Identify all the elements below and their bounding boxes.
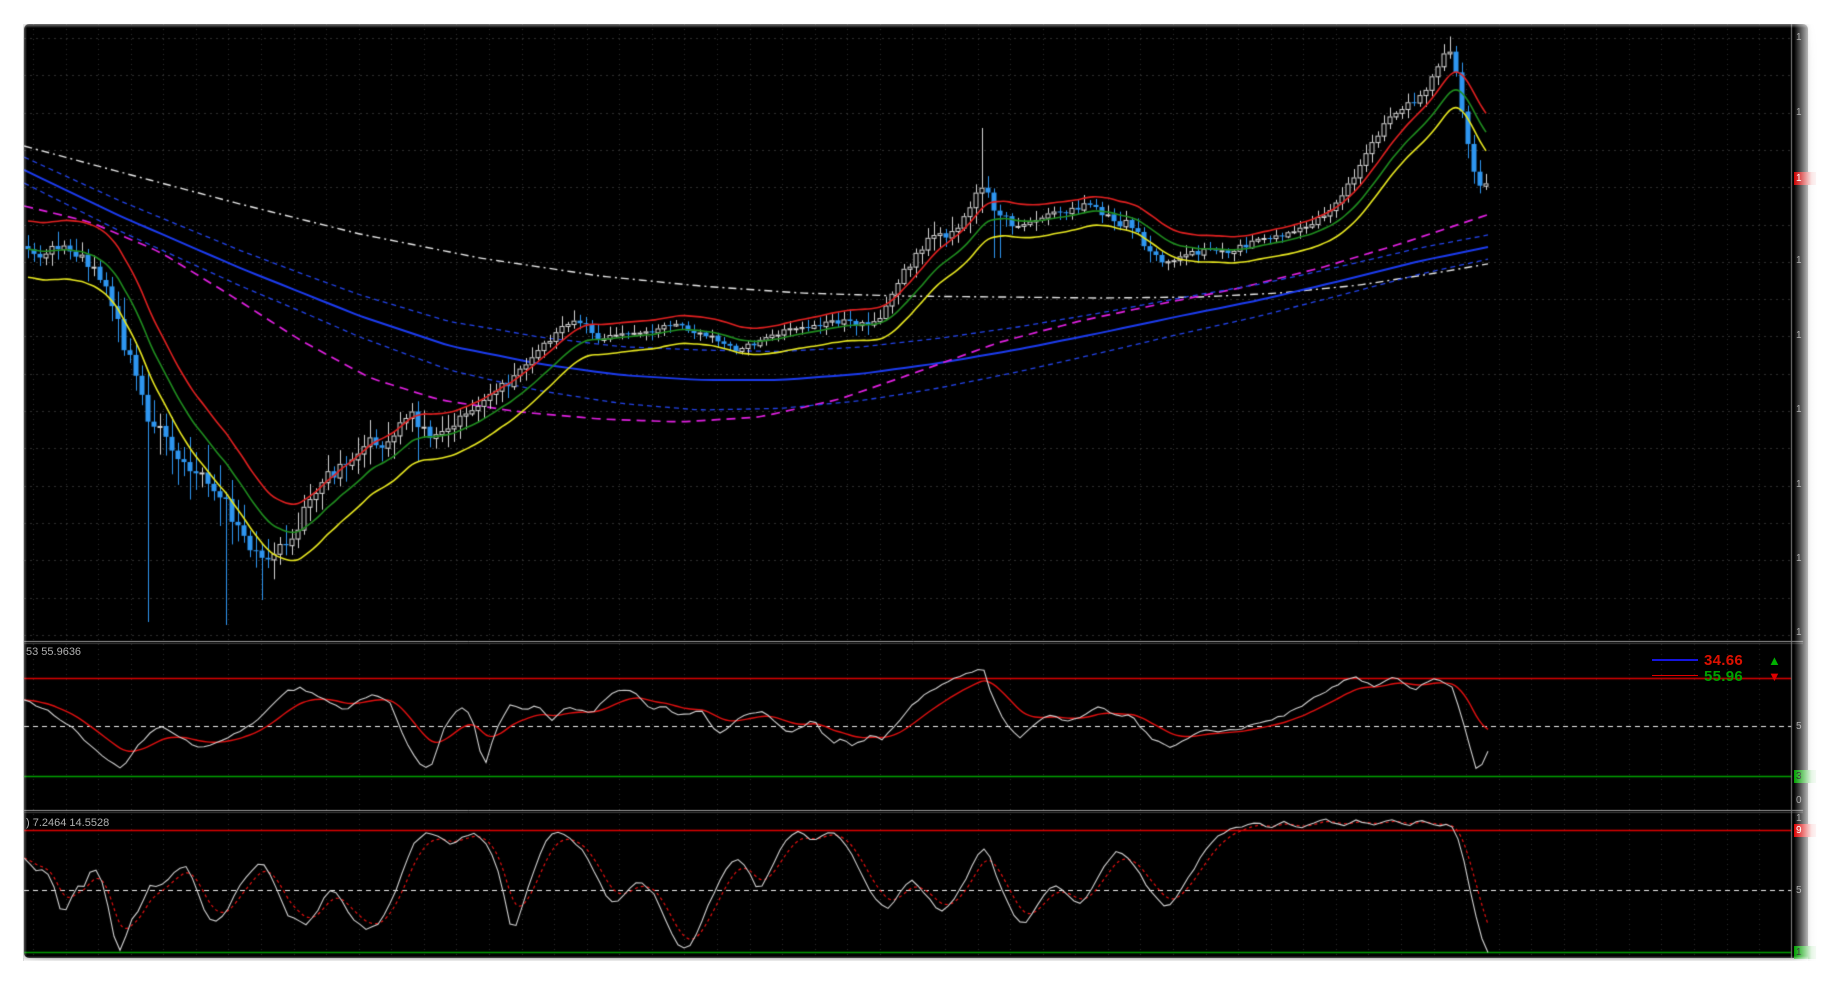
legend-value-2: 55.96	[1704, 668, 1744, 685]
red-line-sample	[1652, 675, 1698, 676]
down-arrow-icon: ▼	[1768, 669, 1781, 684]
axis-price-fragment: 1	[1796, 479, 1802, 490]
up-arrow-icon: ▲	[1768, 653, 1781, 668]
axis-price-fragment: 3	[1794, 770, 1816, 783]
axis-price-fragment: 0	[1796, 795, 1802, 806]
indicator2-label: ) 7.2464 14.5528	[26, 817, 110, 829]
axis-price-fragment: 1	[1794, 946, 1816, 959]
axis-price-fragment: 9	[1794, 824, 1816, 837]
legend-row-1: 34.66 ▲	[1652, 652, 1792, 669]
legend-row-2: 55.96 ▼	[1652, 668, 1792, 685]
axis-price-fragment: 5	[1796, 721, 1802, 732]
blue-line-sample	[1652, 659, 1698, 661]
axis-price-fragment: 1	[1796, 627, 1802, 638]
axis-price-fragment: 1	[1796, 330, 1802, 341]
axis-price-fragment: 1	[1796, 255, 1802, 266]
axis-price-fragment: 1	[1796, 404, 1802, 415]
indicator1-label: 53 55.9636	[26, 646, 82, 658]
legend-value-1: 34.66	[1704, 652, 1744, 669]
axis-price-fragment: 1	[1796, 107, 1802, 118]
axis-price-fragment: 5	[1796, 885, 1802, 896]
axis-price-fragment: 1	[1794, 172, 1816, 185]
axis-price-fragment: 1	[1796, 32, 1802, 43]
axis-price-fragment: 1	[1796, 553, 1802, 564]
